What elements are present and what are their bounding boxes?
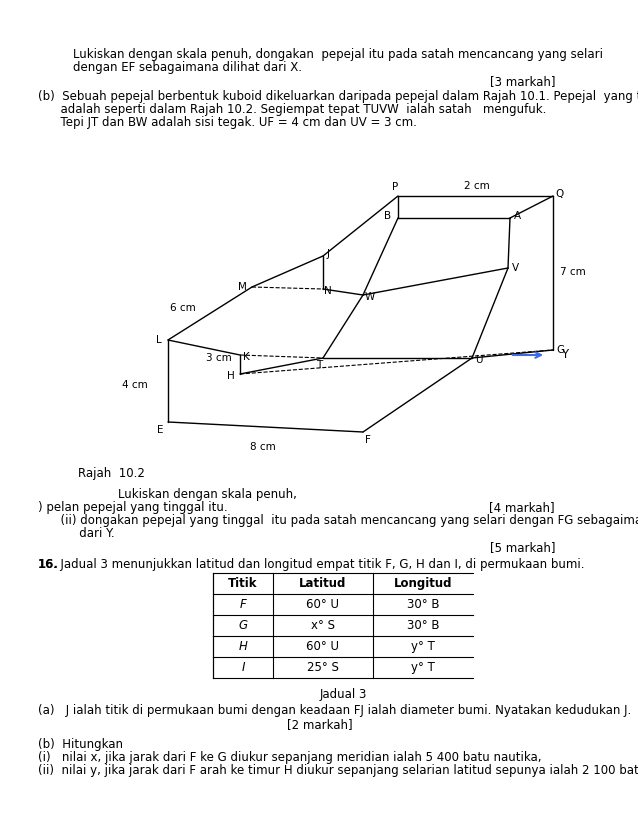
Text: (i)   nilai x, jika jarak dari F ke G diukur sepanjang meridian ialah 5 400 batu: (i) nilai x, jika jarak dari F ke G diuk… <box>38 751 542 764</box>
Text: W: W <box>365 292 375 302</box>
Text: P: P <box>392 182 398 192</box>
Text: T: T <box>316 360 322 370</box>
Text: Titik: Titik <box>228 577 258 590</box>
Text: 2 cm: 2 cm <box>464 181 490 191</box>
Text: (ii) dongakan pepejal yang tinggal  itu pada satah mencancang yang selari dengan: (ii) dongakan pepejal yang tinggal itu p… <box>38 514 638 527</box>
Text: y° T: y° T <box>411 661 435 674</box>
Text: dengan EF sebagaimana dilihat dari X.: dengan EF sebagaimana dilihat dari X. <box>73 61 302 74</box>
Text: Latitud: Latitud <box>299 577 346 590</box>
Text: K: K <box>242 352 249 362</box>
Text: y° T: y° T <box>411 640 435 653</box>
Text: Lukiskan dengan skala penuh,: Lukiskan dengan skala penuh, <box>73 488 297 501</box>
Text: J: J <box>327 249 329 259</box>
Text: (b)  Sebuah pepejal berbentuk kuboid dikeluarkan daripada pepejal dalam Rajah 10: (b) Sebuah pepejal berbentuk kuboid dike… <box>38 90 638 103</box>
Text: 25° S: 25° S <box>307 661 339 674</box>
Text: Lukiskan dengan skala penuh, dongakan  pepejal itu pada satah mencancang yang se: Lukiskan dengan skala penuh, dongakan pe… <box>73 48 603 61</box>
Text: N: N <box>324 286 332 296</box>
Text: 8 cm: 8 cm <box>250 442 276 452</box>
Text: 30° B: 30° B <box>407 598 439 611</box>
Text: Q: Q <box>556 189 564 199</box>
Text: [3 markah]: [3 markah] <box>489 75 555 88</box>
Text: Jadual 3: Jadual 3 <box>319 688 367 701</box>
Text: [5 markah]: [5 markah] <box>489 541 555 554</box>
Text: dari Y.: dari Y. <box>38 527 115 540</box>
Text: H: H <box>239 640 248 653</box>
Text: G: G <box>556 345 564 355</box>
Text: A: A <box>514 211 521 221</box>
Text: F: F <box>365 435 371 445</box>
Text: 3 cm: 3 cm <box>206 353 232 363</box>
Text: (a)   J ialah titik di permukaan bumi dengan keadaan FJ ialah diameter bumi. Nya: (a) J ialah titik di permukaan bumi deng… <box>38 704 631 717</box>
Text: Longitud: Longitud <box>394 577 452 590</box>
Text: H: H <box>227 371 235 381</box>
Text: ) pelan pepejal yang tinggal itu.: ) pelan pepejal yang tinggal itu. <box>38 501 228 514</box>
Text: 4 cm: 4 cm <box>122 380 148 390</box>
Text: 7 cm: 7 cm <box>560 267 586 277</box>
Text: [4 markah]: [4 markah] <box>489 501 555 514</box>
Text: 60° U: 60° U <box>306 640 339 653</box>
Text: Tepi JT dan BW adalah sisi tegak. UF = 4 cm dan UV = 3 cm.: Tepi JT dan BW adalah sisi tegak. UF = 4… <box>38 116 417 129</box>
Text: U: U <box>475 355 483 365</box>
Text: V: V <box>512 263 519 273</box>
Text: 60° U: 60° U <box>306 598 339 611</box>
Text: adalah seperti dalam Rajah 10.2. Segiempat tepat TUVW  ialah satah   mengufuk.: adalah seperti dalam Rajah 10.2. Segiemp… <box>38 103 546 116</box>
Text: 16. Jadual 3 menunjukkan latitud dan longitud empat titik F, G, H dan I, di perm: 16. Jadual 3 menunjukkan latitud dan lon… <box>38 558 584 571</box>
Text: 6 cm: 6 cm <box>170 303 196 313</box>
Text: M: M <box>237 282 246 292</box>
Text: [2 markah]: [2 markah] <box>287 718 353 731</box>
Text: Rajah  10.2: Rajah 10.2 <box>78 467 145 480</box>
Text: (b)  Hitungkan: (b) Hitungkan <box>38 738 123 751</box>
Text: 16.: 16. <box>38 558 59 571</box>
Text: Y: Y <box>561 349 568 362</box>
Text: 30° B: 30° B <box>407 619 439 632</box>
Text: (ii)  nilai y, jika jarak dari F arah ke timur H diukur sepanjang selarian latit: (ii) nilai y, jika jarak dari F arah ke … <box>38 764 638 777</box>
Text: B: B <box>385 211 392 221</box>
Text: F: F <box>240 598 246 611</box>
Text: x° S: x° S <box>311 619 335 632</box>
Text: L: L <box>156 335 162 345</box>
Text: I: I <box>241 661 245 674</box>
Text: G: G <box>239 619 248 632</box>
Text: E: E <box>157 425 163 435</box>
